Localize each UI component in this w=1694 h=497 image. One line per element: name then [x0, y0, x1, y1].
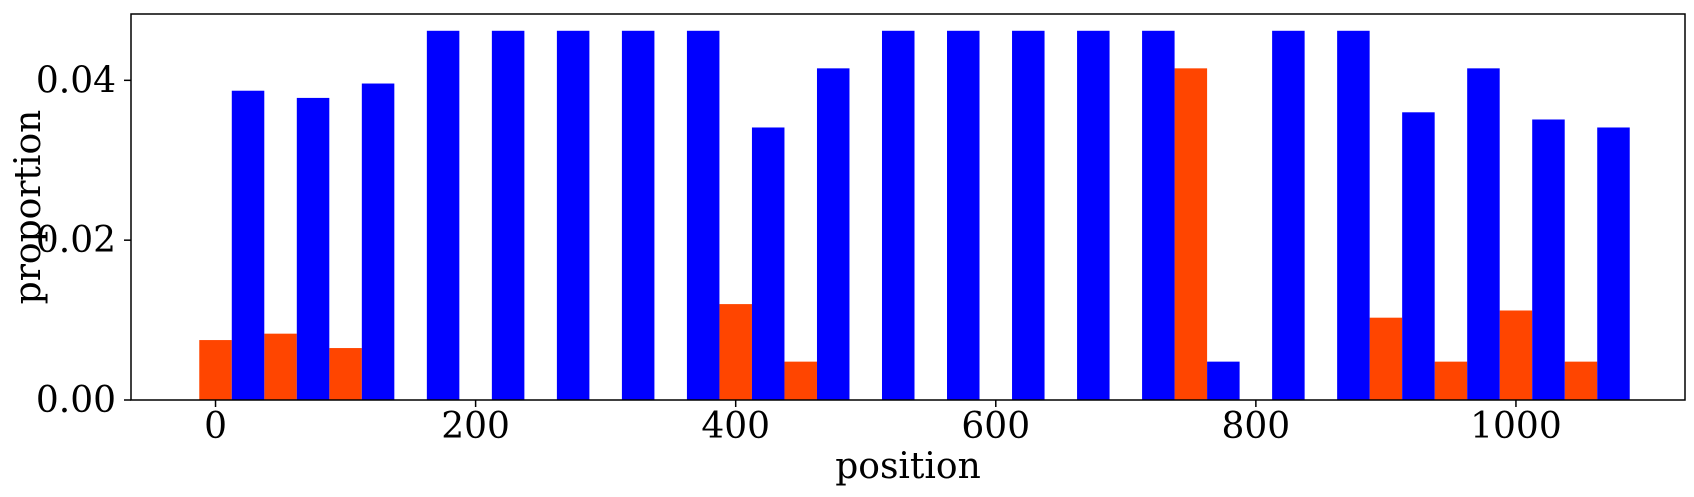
bar-blue-75	[296, 97, 330, 401]
bar-blue-525	[881, 30, 915, 401]
bar-orange-400	[719, 304, 752, 400]
y-axis-label: proportion	[8, 110, 49, 305]
bar-orange-50	[264, 333, 297, 400]
ticks-layer: 0 200 400 600 800 1000 0.00 0.02 0.04	[36, 60, 1562, 447]
bar-blue-675	[1077, 30, 1110, 401]
bar-blue-575	[947, 30, 980, 401]
bar-blue-1075	[1597, 127, 1630, 401]
bar-blue-175	[426, 30, 460, 401]
y-tick-label: 0.00	[36, 380, 116, 421]
bar-orange-950	[1434, 361, 1468, 400]
bar-blue-125	[361, 83, 395, 400]
bar-blue-375	[686, 30, 720, 401]
x-tick-label: 800	[1222, 406, 1291, 447]
bar-blue-625	[1012, 30, 1045, 401]
bar-orange-100	[329, 348, 362, 400]
bar-blue-1025	[1532, 119, 1565, 400]
bar-orange-1050	[1564, 361, 1598, 400]
bar-blue-475	[816, 68, 850, 400]
x-tick-label: 600	[961, 406, 1030, 447]
bar-orange-0	[199, 340, 232, 400]
bar-blue-425	[751, 127, 785, 401]
bar-blue-275	[556, 30, 590, 401]
bar-blue-25	[231, 90, 265, 401]
bar-blue-925	[1402, 112, 1435, 401]
bar-blue-825	[1272, 30, 1305, 401]
bar-blue-225	[491, 30, 525, 401]
bar-blue-325	[621, 30, 655, 401]
x-tick-label: 1000	[1470, 406, 1562, 447]
x-tick-label: 0	[204, 406, 227, 447]
x-tick-label: 400	[701, 406, 770, 447]
bar-orange-1000	[1499, 310, 1533, 400]
bar-blue-975	[1467, 68, 1500, 400]
bar-orange-900	[1369, 317, 1403, 400]
y-tick-label: 0.04	[36, 60, 116, 101]
x-axis-label: position	[835, 446, 981, 487]
bar-orange-750	[1174, 68, 1208, 400]
x-tick-label: 200	[441, 406, 510, 447]
bar-orange-450	[784, 361, 817, 400]
bars-layer	[199, 30, 1630, 401]
bar-blue-725	[1142, 30, 1175, 401]
bar-blue-875	[1337, 30, 1370, 401]
bar-blue-775	[1207, 361, 1240, 400]
y-tick-label: 0.02	[36, 220, 116, 261]
plot-frame	[130, 13, 1686, 401]
